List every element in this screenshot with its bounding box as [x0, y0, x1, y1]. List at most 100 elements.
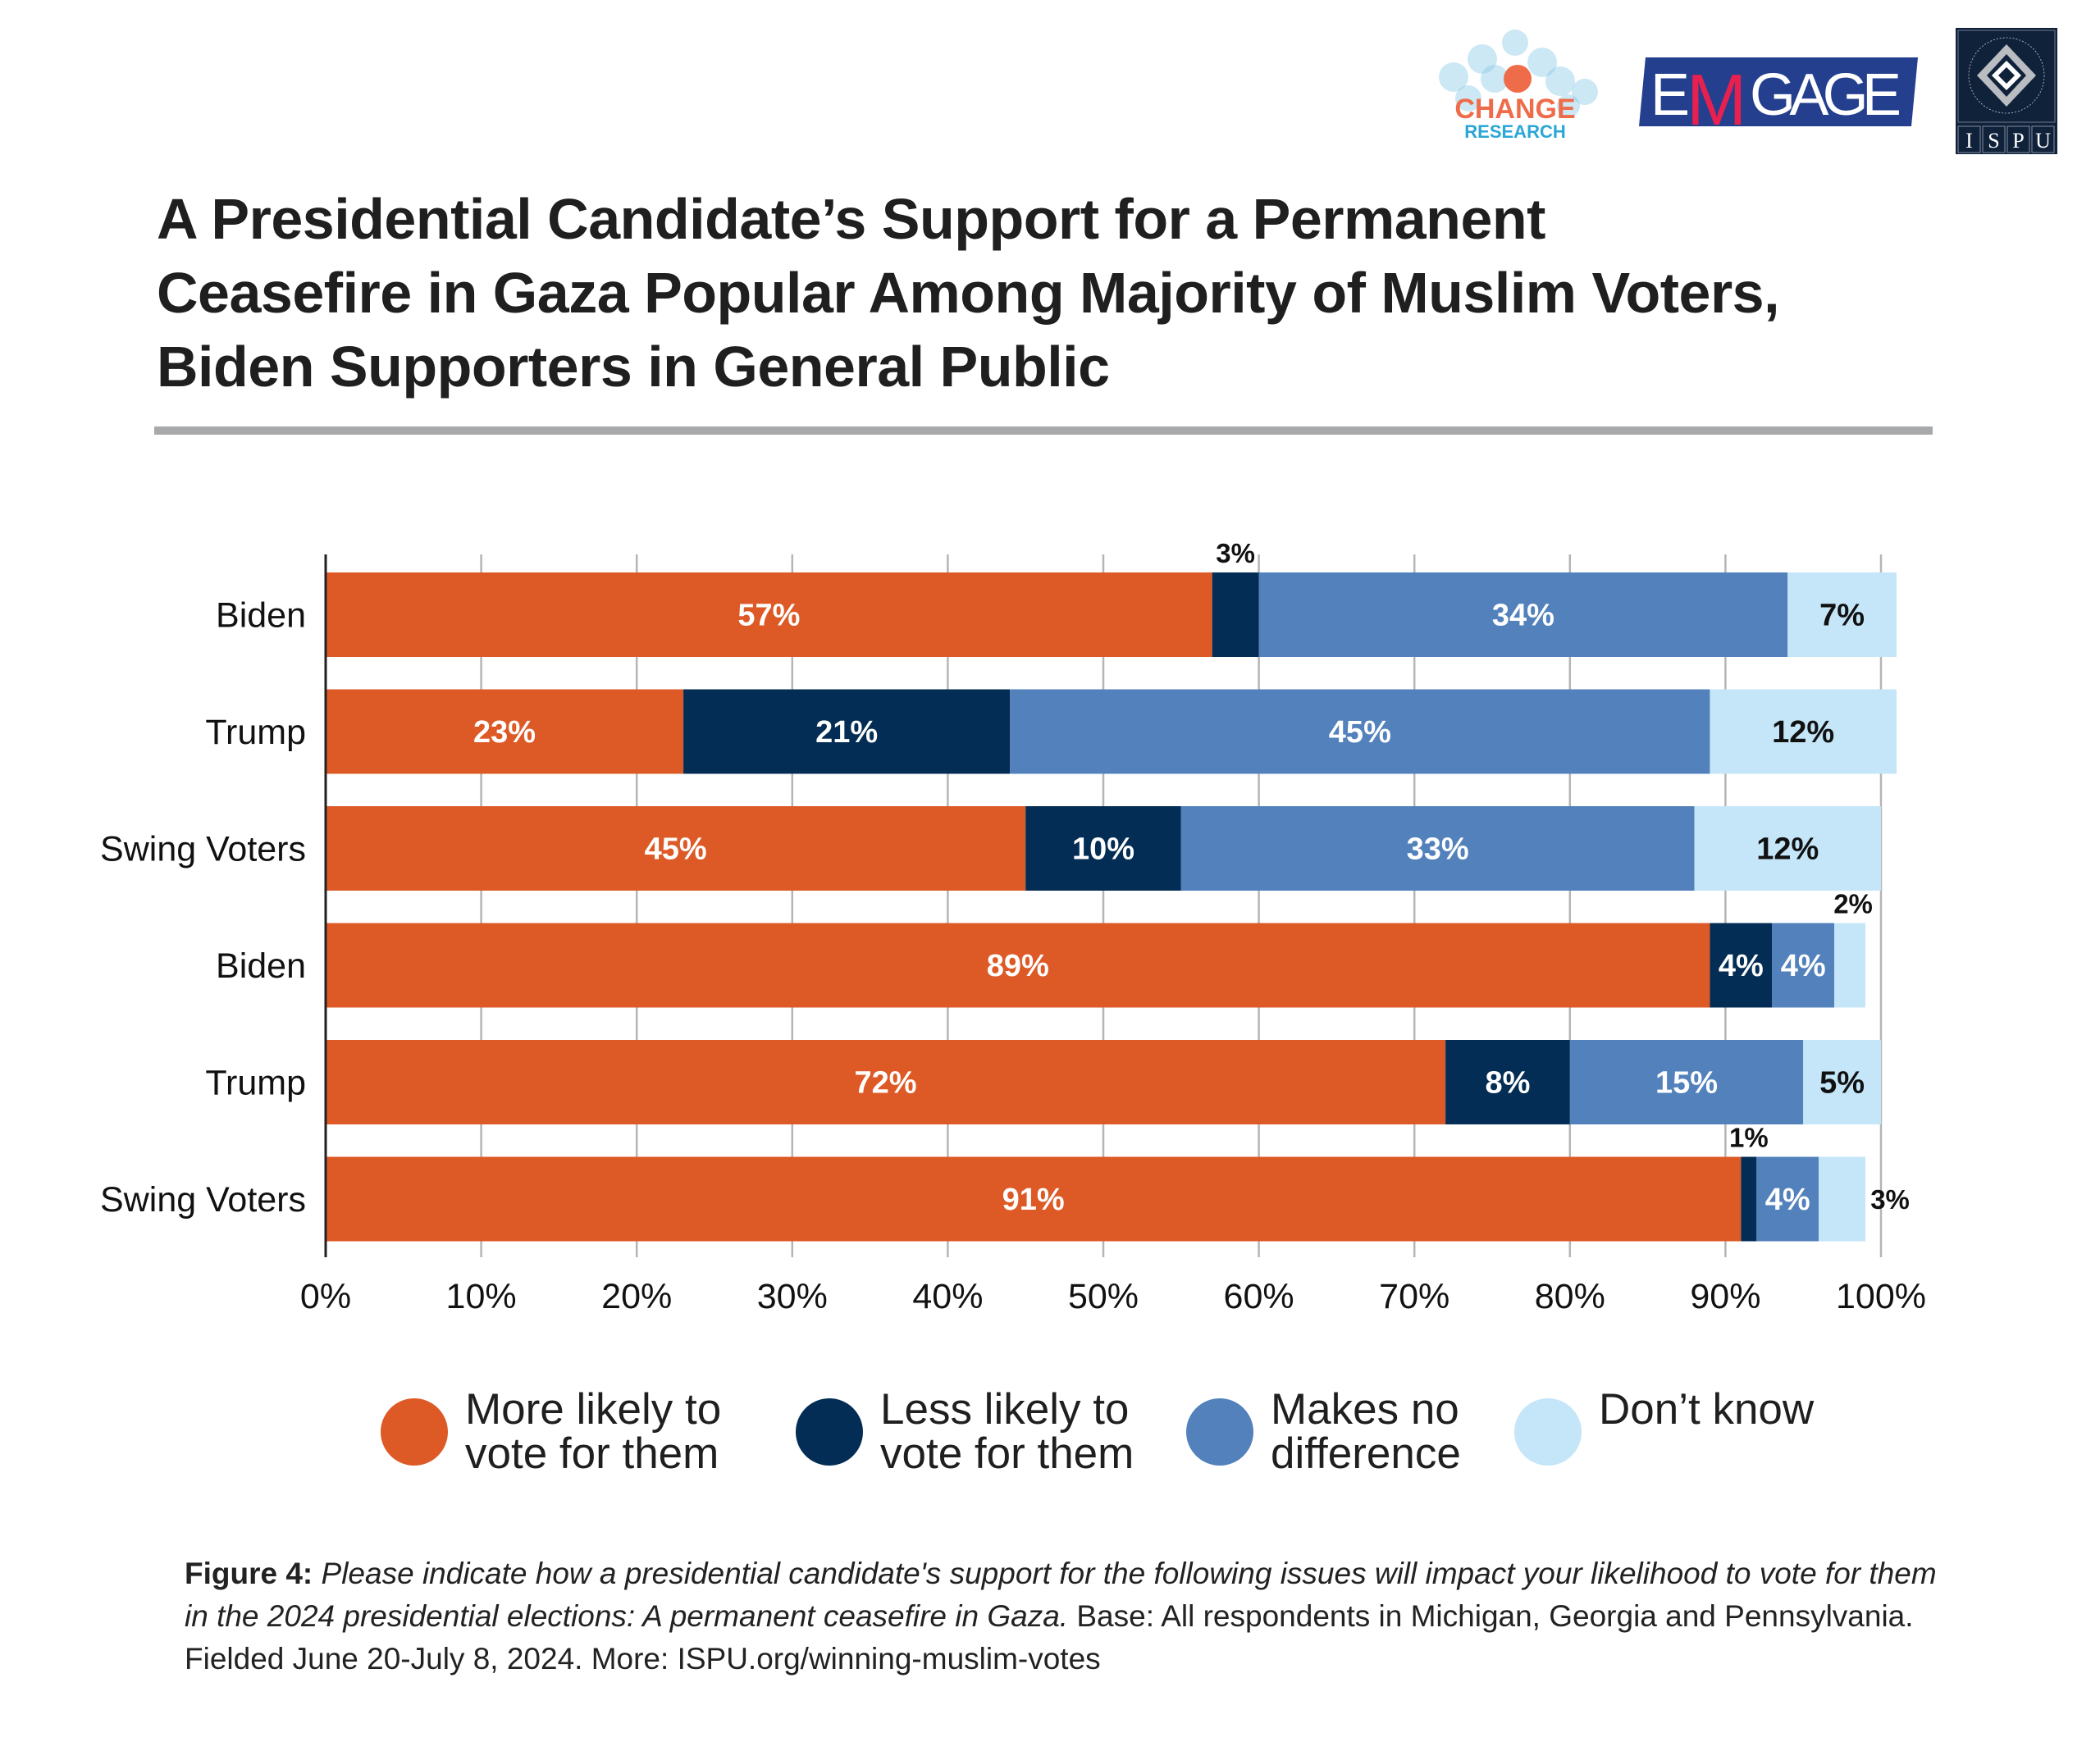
survey-question: Please indicate how a presidential candi… [185, 1557, 1937, 1633]
title-divider [154, 426, 1933, 435]
value-label: 33% [1407, 832, 1469, 867]
x-tick-label: 30% [757, 1277, 828, 1316]
value-label: 10% [1072, 832, 1134, 867]
bar-segment-no-difference [1569, 1040, 1804, 1124]
bar-segment-less-likely [1212, 572, 1259, 657]
bars [326, 572, 1897, 1242]
bar-segment-less-likely [1025, 806, 1181, 891]
legend-swatch-icon [1514, 1398, 1582, 1466]
value-label: 23% [473, 715, 536, 750]
value-label: 15% [1655, 1066, 1718, 1101]
category-label: Biden [216, 596, 306, 636]
value-label: 12% [1756, 832, 1819, 867]
category-label: Swing Voters [100, 830, 306, 869]
ispu-letter: P [2012, 129, 2024, 153]
figure-label: Figure 4: [185, 1557, 313, 1590]
bar-segment-dont-know [1694, 806, 1881, 891]
value-label: 91% [1002, 1183, 1065, 1217]
value-labels: 57% 3% 34% 7% 23% 21% 45% 12% 45% 10% 33% 12% 89% 4% 4… [473, 538, 1910, 1217]
value-label: 89% [987, 949, 1049, 983]
bar-segment-dont-know [1803, 1040, 1881, 1124]
value-label: 45% [1329, 715, 1391, 750]
bar-segment-less-likely [1710, 923, 1773, 1008]
bar-segment-no-difference [1258, 572, 1788, 657]
emgage-m: M [1687, 59, 1746, 126]
x-tick-label: 20% [601, 1277, 672, 1316]
category-label: Trump [205, 713, 306, 752]
bar-segment-dont-know [1819, 1156, 1866, 1242]
legend-label: More likely to vote for them [465, 1385, 722, 1478]
emgage-gage: GAGE [1750, 62, 1901, 126]
value-label: 72% [855, 1066, 917, 1101]
x-tick-label: 70% [1379, 1277, 1449, 1316]
bar-segment-less-likely [683, 689, 1011, 774]
bar-segment-no-difference [1756, 1156, 1819, 1242]
bar-segment-no-difference [1772, 923, 1835, 1008]
value-label: 4% [1719, 949, 1764, 983]
bar-segment-more-likely [326, 1156, 1742, 1242]
ispu-letter: S [1988, 129, 1999, 153]
emgage-e: E [1650, 62, 1690, 126]
bar-segment-no-difference [1010, 689, 1710, 774]
value-label: 45% [645, 832, 707, 867]
value-label: 5% [1819, 1066, 1865, 1101]
bar-segment-more-likely [326, 1040, 1446, 1124]
change-logo-text: CHANGE [1454, 93, 1575, 125]
legend-swatch-icon [796, 1398, 863, 1466]
title-line: Biden Supporters in General Public [157, 335, 1110, 399]
legend-label: Less likely to vote for them [880, 1385, 1134, 1478]
value-label: 1% [1729, 1123, 1769, 1153]
emgage-logo: E M GAGE [1639, 57, 1918, 126]
x-tick-label: 0% [300, 1277, 351, 1316]
legend-swatch-icon [381, 1398, 448, 1466]
figure-caption: Figure 4: Please indicate how a presiden… [185, 1553, 1956, 1680]
x-tick-label: 80% [1535, 1277, 1605, 1316]
value-label: 4% [1781, 949, 1826, 983]
category-label: Biden [216, 946, 306, 986]
bar-segment-no-difference [1180, 806, 1695, 891]
bar-segment-more-likely [326, 806, 1026, 891]
category-label: Trump [205, 1064, 306, 1103]
value-label: 34% [1492, 599, 1554, 633]
change-research-logo: CHANGE RESEARCH [1439, 30, 1598, 142]
x-tick-label: 50% [1068, 1277, 1139, 1316]
value-label: 12% [1772, 715, 1834, 750]
survey-details: Base: All respondents in Michigan, Georg… [185, 1599, 1914, 1676]
x-tick-label: 90% [1690, 1277, 1760, 1316]
value-label: 57% [737, 599, 800, 633]
x-tick-label: 10% [446, 1277, 517, 1316]
x-tick-labels: 0% 10% 20% 30% 40% 50% 60% 70% 80% 90% 100% [300, 1277, 1926, 1316]
x-tick-label: 60% [1224, 1277, 1294, 1316]
bar-segment-more-likely [326, 923, 1710, 1008]
title-line: A Presidential Candidate’s Support for a… [157, 187, 1545, 251]
bar-segment-more-likely [326, 689, 684, 774]
x-tick-label: 100% [1836, 1277, 1926, 1316]
bar-segment-dont-know [1710, 689, 1897, 774]
ispu-letter: I [1965, 129, 1973, 153]
legend-swatch-icon [1186, 1398, 1253, 1466]
category-label: Swing Voters [100, 1180, 306, 1220]
legend-label: Makes no difference [1271, 1385, 1461, 1478]
value-label: 2% [1833, 889, 1873, 919]
title-line: Ceasefire in Gaza Popular Among Majority… [157, 261, 1780, 325]
category-labels: Biden Trump Swing Voters Biden Trump Swing Vo… [100, 596, 306, 1220]
value-label: 21% [815, 715, 878, 750]
bar-segment-less-likely [1741, 1156, 1757, 1242]
x-tick-label: 40% [912, 1277, 983, 1316]
ispu-letter: U [2035, 129, 2051, 153]
chart-title: A Presidential Candidate’s Support for a… [157, 182, 1961, 404]
gridlines [480, 554, 1883, 1257]
value-label: 3% [1870, 1184, 1910, 1215]
research-logo-text: RESEARCH [1464, 121, 1565, 142]
bar-segment-more-likely [326, 572, 1212, 657]
ispu-logo: I S P U [1956, 28, 2057, 154]
bar-segment-less-likely [1445, 1040, 1570, 1124]
value-label: 3% [1216, 538, 1255, 568]
bar-segment-dont-know [1834, 923, 1866, 1008]
value-label: 4% [1765, 1183, 1810, 1217]
value-label: 8% [1485, 1066, 1530, 1101]
bar-segment-dont-know [1787, 572, 1897, 657]
value-label: 7% [1819, 599, 1865, 633]
legend-label: Don’t know [1599, 1385, 1815, 1434]
